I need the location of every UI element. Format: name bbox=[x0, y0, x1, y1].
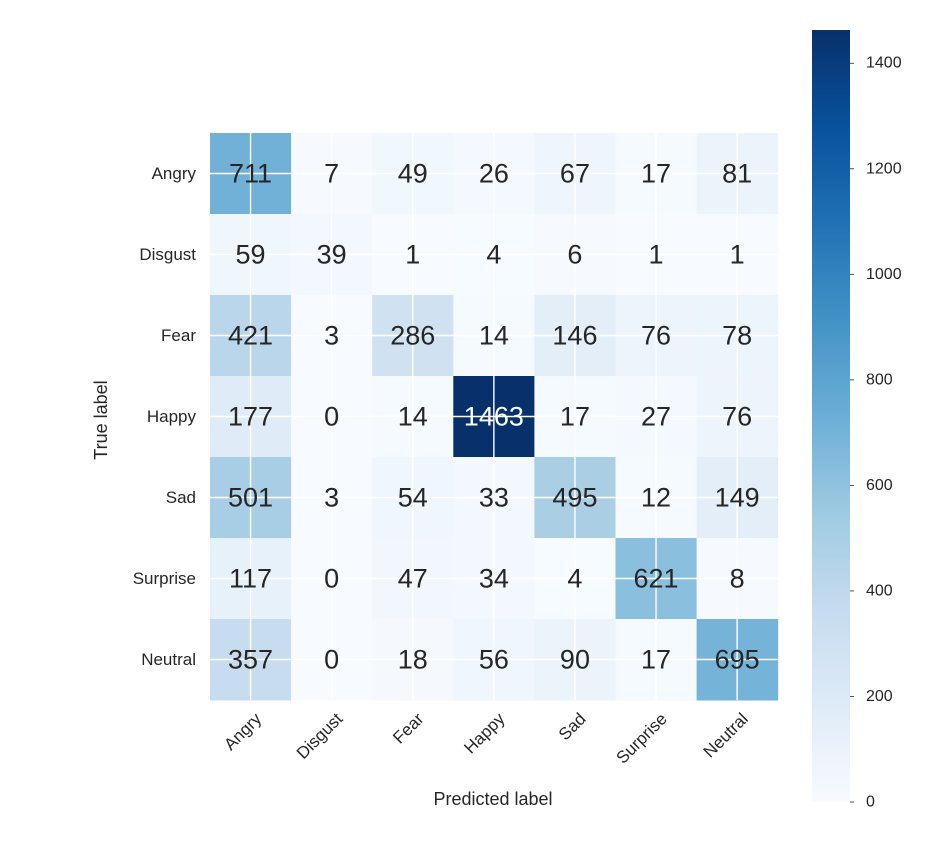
y-tick-fear: Fear bbox=[161, 326, 196, 345]
cell-value: 17 bbox=[560, 402, 590, 432]
colorbar-ticks: 0 200 400 600 800 1000 1200 1400 bbox=[850, 55, 902, 811]
y-tick-sad: Sad bbox=[166, 488, 196, 507]
cell-value: 1 bbox=[649, 240, 664, 270]
x-tick-angry: Angry bbox=[220, 709, 265, 754]
cell-value: 421 bbox=[228, 321, 273, 351]
cell-value: 90 bbox=[560, 645, 590, 675]
cell-value: 67 bbox=[560, 159, 590, 189]
cell-value: 1 bbox=[730, 240, 745, 270]
cell-value: 39 bbox=[317, 240, 347, 270]
cell-value: 146 bbox=[552, 321, 597, 351]
cell-value: 0 bbox=[324, 402, 339, 432]
cell-value: 76 bbox=[641, 321, 671, 351]
cell-value: 286 bbox=[390, 321, 435, 351]
x-tick-neutral: Neutral bbox=[700, 709, 752, 761]
colorbar-tick-label: 800 bbox=[866, 371, 893, 388]
y-tick-labels: Angry Disgust Fear Happy Sad Surprise Neutral bbox=[133, 164, 197, 669]
cell-value: 6 bbox=[567, 240, 582, 270]
x-tick-labels: Angry Disgust Fear Happy Sad Surprise Neutral bbox=[220, 709, 751, 768]
cell-value: 18 bbox=[398, 645, 428, 675]
x-axis-label: Predicted label bbox=[433, 789, 552, 809]
cell-value: 149 bbox=[715, 483, 760, 513]
cell-value: 54 bbox=[398, 483, 428, 513]
colorbar bbox=[812, 30, 850, 802]
colorbar-tick-label: 1400 bbox=[866, 55, 902, 72]
colorbar-tick-label: 600 bbox=[866, 477, 893, 494]
cell-value: 17 bbox=[641, 159, 671, 189]
cell-value: 621 bbox=[634, 564, 679, 594]
colorbar-tick-label: 1000 bbox=[866, 266, 902, 283]
cell-value: 495 bbox=[552, 483, 597, 513]
cell-value: 59 bbox=[236, 240, 266, 270]
cell-value: 34 bbox=[479, 564, 509, 594]
cell-value: 0 bbox=[324, 645, 339, 675]
x-tick-surprise: Surprise bbox=[613, 709, 671, 767]
y-axis-label: True label bbox=[91, 380, 111, 459]
cell-value: 27 bbox=[641, 402, 671, 432]
cell-value: 78 bbox=[722, 321, 752, 351]
cell-value: 56 bbox=[479, 645, 509, 675]
colorbar-tick-label: 400 bbox=[866, 582, 893, 599]
colorbar-tick-label: 200 bbox=[866, 688, 893, 705]
x-tick-disgust: Disgust bbox=[293, 709, 347, 763]
colorbar-tick-label: 0 bbox=[866, 794, 875, 811]
cell-value: 1463 bbox=[464, 402, 524, 432]
cell-value: 14 bbox=[398, 402, 428, 432]
cell-value: 33 bbox=[479, 483, 509, 513]
cell-value: 501 bbox=[228, 483, 273, 513]
cell-value: 8 bbox=[730, 564, 745, 594]
y-tick-surprise: Surprise bbox=[133, 569, 196, 588]
cell-value: 357 bbox=[228, 645, 273, 675]
cell-value: 76 bbox=[722, 402, 752, 432]
cell-value: 17 bbox=[641, 645, 671, 675]
y-tick-disgust: Disgust bbox=[139, 245, 196, 264]
cell-value: 47 bbox=[398, 564, 428, 594]
cell-value: 3 bbox=[324, 483, 339, 513]
x-tick-sad: Sad bbox=[555, 709, 590, 744]
x-tick-fear: Fear bbox=[389, 709, 427, 747]
cell-value: 117 bbox=[229, 564, 272, 594]
cell-value: 26 bbox=[479, 159, 509, 189]
cell-value: 49 bbox=[398, 159, 428, 189]
cell-value: 177 bbox=[228, 402, 273, 432]
cell-value: 81 bbox=[722, 159, 752, 189]
cell-value: 4 bbox=[567, 564, 582, 594]
cell-value: 14 bbox=[479, 321, 509, 351]
y-tick-angry: Angry bbox=[152, 164, 197, 183]
x-tick-happy: Happy bbox=[460, 709, 509, 758]
cell-value: 695 bbox=[715, 645, 760, 675]
cell-value: 711 bbox=[229, 159, 272, 189]
colorbar-tick-label: 1200 bbox=[866, 160, 902, 177]
cell-value: 4 bbox=[486, 240, 501, 270]
y-tick-neutral: Neutral bbox=[141, 650, 196, 669]
y-tick-happy: Happy bbox=[147, 407, 197, 426]
cell-value: 12 bbox=[641, 483, 671, 513]
heatmap-gridlines bbox=[210, 133, 778, 700]
cell-value: 1 bbox=[405, 240, 420, 270]
cell-value: 3 bbox=[324, 321, 339, 351]
cell-value: 0 bbox=[324, 564, 339, 594]
cell-value: 7 bbox=[324, 159, 339, 189]
